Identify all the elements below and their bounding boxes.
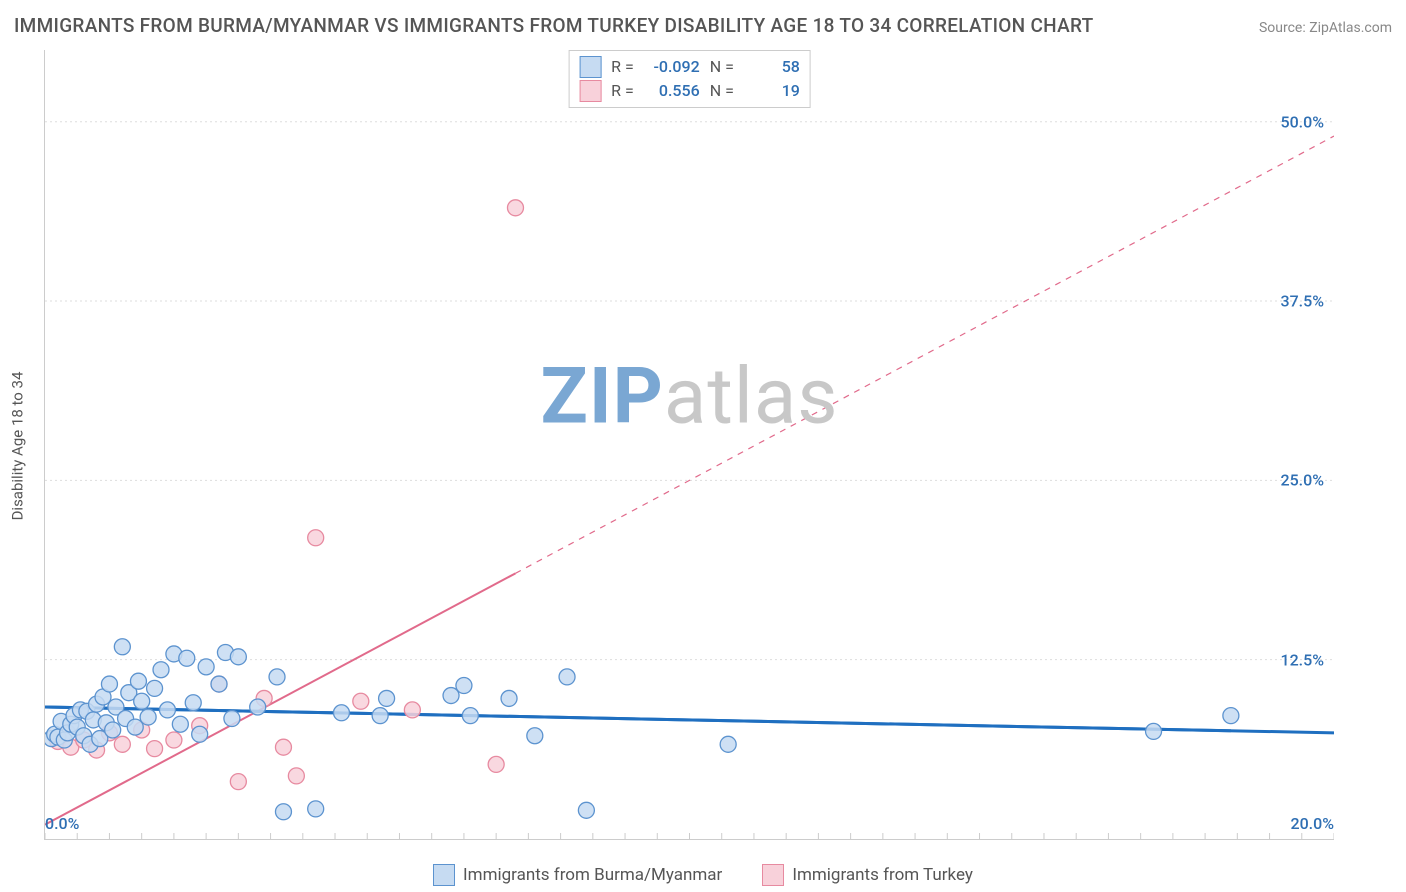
legend-series-swatch-1: [762, 864, 784, 886]
ytick-label: 50.0%: [1280, 112, 1324, 131]
legend-series: Immigrants from Burma/Myanmar Immigrants…: [0, 864, 1406, 886]
legend-item-0: Immigrants from Burma/Myanmar: [433, 864, 722, 886]
xtick-label: 0.0%: [45, 814, 79, 833]
legend-stats-row-1: R = 0.556 N = 19: [579, 79, 800, 103]
n-label: N =: [710, 79, 734, 103]
legend-stats: R = -0.092 N = 58 R = 0.556 N = 19: [568, 50, 811, 108]
ytick-label: 37.5%: [1280, 292, 1324, 311]
chart-title: IMMIGRANTS FROM BURMA/MYANMAR VS IMMIGRA…: [14, 14, 1094, 37]
scatter-plot: ZIPatlas R = -0.092 N = 58 R = 0.556 N =…: [44, 50, 1334, 840]
n-value-1: 19: [744, 79, 800, 103]
n-label: N =: [710, 55, 734, 79]
plot-svg: [45, 50, 1334, 839]
y-axis-label: Disability Age 18 to 34: [8, 372, 26, 521]
source-label: Source: ZipAtlas.com: [1259, 20, 1392, 36]
ytick-label: 12.5%: [1280, 650, 1324, 669]
legend-series-label-1: Immigrants from Turkey: [792, 865, 973, 885]
legend-swatch-1: [579, 80, 601, 102]
legend-item-1: Immigrants from Turkey: [762, 864, 973, 886]
legend-series-label-0: Immigrants from Burma/Myanmar: [463, 865, 722, 885]
legend-swatch-0: [579, 56, 601, 78]
r-value-1: 0.556: [644, 79, 700, 103]
legend-series-swatch-0: [433, 864, 455, 886]
legend-stats-row-0: R = -0.092 N = 58: [579, 55, 800, 79]
n-value-0: 58: [744, 55, 800, 79]
r-label: R =: [611, 55, 634, 79]
ytick-label: 25.0%: [1280, 471, 1324, 490]
r-value-0: -0.092: [644, 55, 700, 79]
r-label: R =: [611, 79, 634, 103]
xtick-label: 20.0%: [1290, 814, 1334, 833]
